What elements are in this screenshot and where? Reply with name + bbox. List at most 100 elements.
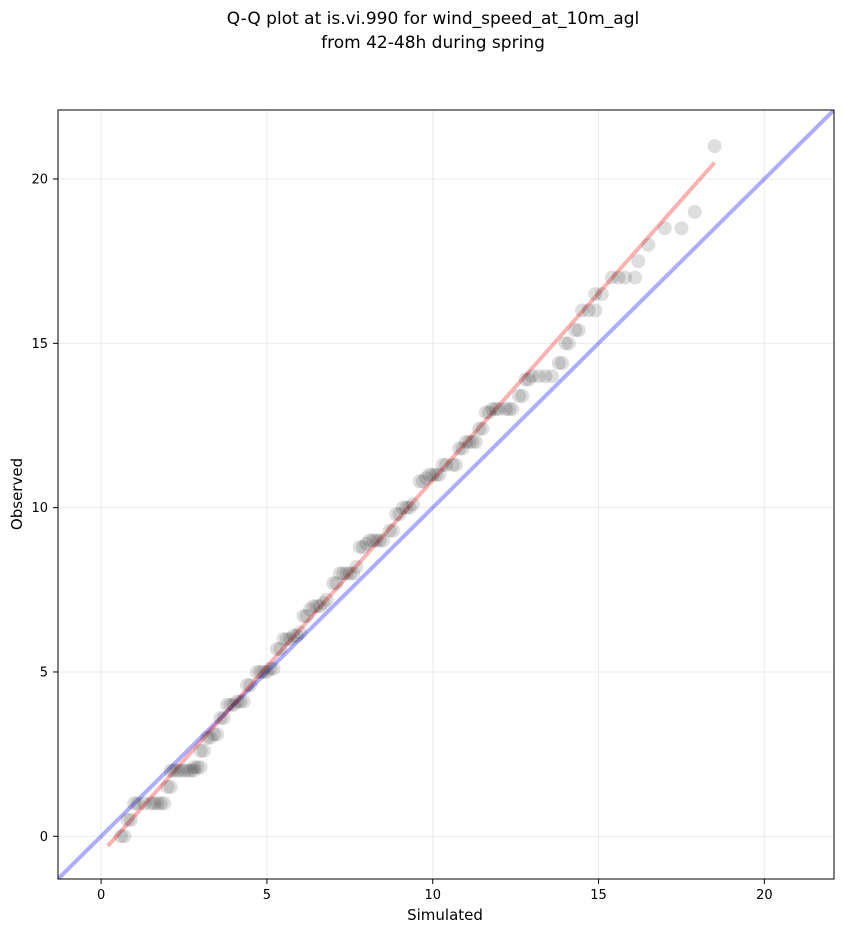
data-point: [657, 221, 672, 236]
data-point: [505, 402, 520, 417]
data-point: [521, 372, 536, 387]
data-point: [180, 763, 195, 778]
data-point: [193, 743, 208, 758]
data-point: [372, 533, 387, 548]
data-point: [342, 566, 357, 581]
data-point: [369, 533, 384, 548]
data-point: [395, 500, 410, 515]
data-point: [312, 599, 327, 614]
data-point: [266, 661, 281, 676]
y-axis-label: Observed: [8, 458, 26, 530]
plot-frame: [57, 109, 835, 880]
data-point: [177, 763, 192, 778]
data-point: [147, 796, 162, 811]
y-tick-label: 5: [40, 665, 48, 680]
data-point: [385, 523, 400, 538]
data-point: [213, 710, 228, 725]
data-point: [259, 664, 274, 679]
data-point: [269, 641, 284, 656]
data-point: [170, 763, 185, 778]
data-point: [163, 779, 178, 794]
data-point: [346, 566, 361, 581]
data-point: [203, 730, 218, 745]
data-point: [249, 664, 264, 679]
y-tick-label: 20: [31, 173, 48, 188]
data-point: [631, 254, 646, 269]
data-point: [137, 796, 152, 811]
data-point: [581, 303, 596, 318]
data-point: [445, 457, 460, 472]
data-point: [392, 507, 407, 522]
data-point: [475, 421, 490, 436]
x-axis-label: Simulated: [407, 906, 483, 924]
data-point: [223, 697, 238, 712]
data-point: [412, 474, 427, 489]
data-point: [283, 632, 298, 647]
data-point: [366, 533, 381, 548]
data-point: [130, 796, 145, 811]
data-point: [375, 533, 390, 548]
data-point: [332, 566, 347, 581]
title-line-2: from 42-48h during spring: [321, 33, 545, 53]
x-axis-ticks: 0 5 10 15 20: [97, 879, 773, 903]
data-point: [306, 599, 321, 614]
data-point: [439, 457, 453, 472]
data-point: [545, 369, 560, 384]
data-point: [326, 576, 341, 591]
data-point: [429, 467, 444, 482]
x-tick-label: 15: [590, 888, 607, 903]
data-point: [210, 727, 225, 742]
data-point: [574, 303, 589, 318]
data-point: [465, 434, 480, 449]
data-point: [511, 388, 526, 403]
data-point: [362, 533, 377, 548]
data-point: [286, 628, 301, 643]
data-point: [263, 661, 278, 676]
data-point: [173, 763, 188, 778]
x-tick-label: 0: [97, 888, 105, 903]
y-axis-ticks: 0 5 10 15 20: [31, 173, 58, 845]
data-point: [240, 678, 255, 693]
data-point: [167, 763, 182, 778]
x-tick-label: 10: [424, 888, 441, 903]
data-point: [352, 540, 367, 555]
data-point: [707, 139, 722, 154]
data-point: [389, 507, 404, 522]
data-point: [618, 270, 633, 285]
data-point: [382, 523, 397, 538]
data-point: [216, 710, 231, 725]
data-point: [588, 287, 603, 302]
data-point: [399, 500, 414, 515]
data-point: [276, 632, 291, 647]
data-point: [279, 632, 294, 647]
data-point: [150, 796, 165, 811]
data-point: [299, 609, 314, 624]
data-point: [356, 540, 371, 555]
data-point: [415, 474, 430, 489]
data-point: [289, 628, 304, 643]
data-point: [455, 441, 470, 456]
data-point: [502, 402, 517, 417]
grid-lines: [58, 110, 834, 879]
data-point: [160, 779, 175, 794]
data-point: [568, 323, 583, 338]
data-point: [226, 697, 241, 712]
data-point: [243, 678, 258, 693]
data-point: [432, 467, 447, 482]
data-point: [186, 760, 201, 775]
data-point: [186, 763, 201, 778]
title-line-1: Q-Q plot at is.vi.990 for wind_speed_at_…: [227, 9, 639, 29]
data-point: [153, 796, 168, 811]
fit-line: [106, 161, 717, 848]
data-point: [472, 421, 487, 436]
data-point: [117, 829, 132, 844]
y-tick-label: 15: [31, 337, 48, 352]
y-tick-label: 0: [40, 830, 48, 845]
data-point: [339, 566, 354, 581]
data-point: [114, 829, 129, 844]
data-point: [482, 405, 497, 420]
data-point: [196, 743, 211, 758]
data-point: [220, 697, 235, 712]
chart-title: Q-Q plot at is.vi.990 for wind_speed_at_…: [227, 9, 639, 53]
data-point: [588, 303, 603, 318]
